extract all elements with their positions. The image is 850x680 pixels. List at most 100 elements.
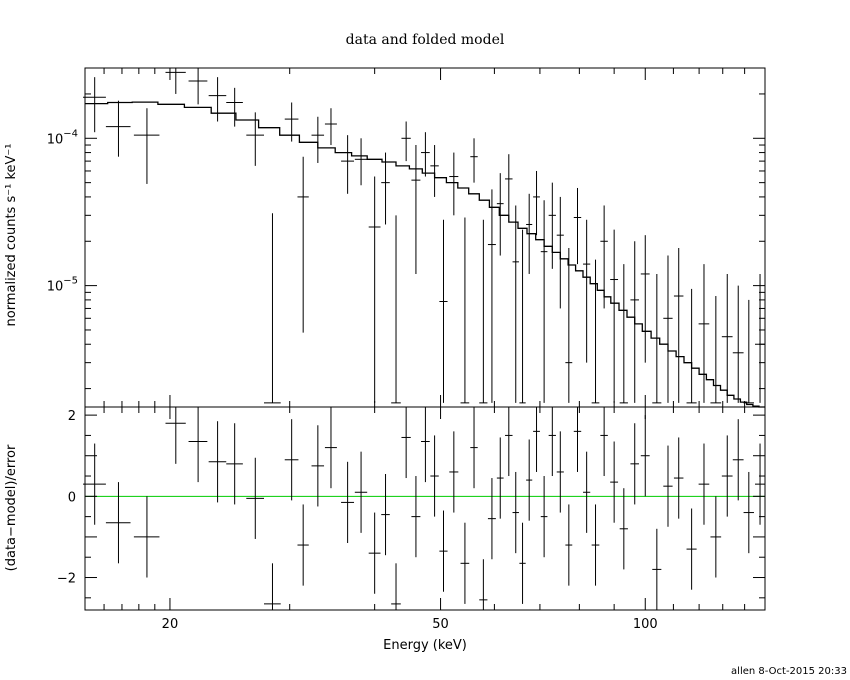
bottom-y-tick-label: 0 [68, 490, 76, 505]
residual-point [381, 473, 390, 556]
data-point [487, 189, 496, 403]
data-point [341, 135, 355, 194]
data-point [673, 248, 684, 403]
residual-point [600, 407, 608, 477]
residual-point [505, 407, 513, 477]
data-point [354, 138, 368, 186]
residual-point [583, 451, 591, 533]
residual-point [754, 443, 765, 525]
top-panel: 10−410 −5 [47, 68, 766, 408]
bottom-panel-frame [84, 406, 766, 611]
residual-point [686, 508, 697, 590]
residual-point [519, 522, 526, 604]
residual-point [640, 415, 650, 497]
data-point [297, 156, 309, 333]
data-point [519, 229, 526, 404]
tick-exponent: −5 [63, 276, 78, 287]
data-point [710, 296, 722, 404]
data-point [226, 87, 243, 127]
residual-point [610, 441, 619, 523]
residual-point [208, 421, 227, 503]
data-point [421, 132, 430, 177]
bottom-y-tick-label: 2 [68, 409, 76, 424]
data-point [165, 68, 186, 94]
residual-point [83, 443, 106, 525]
residual-point [284, 419, 299, 501]
timestamp-stamp: allen 8-Oct-2015 20:33 [731, 666, 847, 677]
residual-point [526, 439, 533, 521]
residual-point [449, 431, 459, 513]
data-point [743, 299, 754, 404]
x-tick-label: 50 [432, 617, 449, 632]
data-point [246, 112, 265, 166]
residual-point [487, 478, 496, 560]
data-point [505, 154, 513, 216]
top-panel-frame [84, 67, 766, 408]
residual-point [470, 407, 478, 489]
residual-point [565, 504, 573, 586]
data-point [583, 219, 591, 363]
data-point [533, 170, 540, 236]
residual-point [652, 528, 662, 610]
residual-point [732, 419, 744, 501]
data-point [663, 255, 673, 403]
data-point [619, 264, 628, 404]
data-point [430, 145, 439, 197]
residual-point [496, 437, 504, 519]
data-point [368, 176, 381, 403]
residual-point [630, 423, 639, 505]
tick-exponent: −4 [63, 128, 78, 139]
residual-point [226, 423, 243, 505]
data-point [565, 248, 573, 403]
residual-point [411, 476, 421, 558]
residual-point [368, 512, 381, 594]
chart-title: data and folded model [346, 32, 505, 48]
data-point [479, 219, 488, 404]
data-point [630, 241, 639, 403]
residual-point [698, 443, 710, 525]
data-point [105, 100, 131, 157]
top-y-tick-label: 10−4 [47, 128, 78, 147]
residual-point [105, 482, 131, 564]
residual-point [165, 407, 186, 464]
data-point [208, 77, 227, 122]
data-point [470, 138, 478, 183]
data-point [526, 193, 533, 274]
data-point [188, 68, 208, 105]
residual-point [673, 437, 684, 519]
residual-point [721, 435, 733, 517]
data-point [640, 235, 650, 363]
tick-base: 10 [47, 132, 64, 147]
data-point [449, 152, 459, 216]
data-point [284, 102, 299, 142]
residual-point [479, 559, 488, 610]
data-point [460, 217, 470, 404]
residual-point [246, 457, 265, 539]
data-point [391, 215, 401, 404]
residual-point [556, 431, 564, 513]
data-point [573, 187, 582, 265]
residual-point [460, 522, 470, 604]
data-point [324, 108, 337, 146]
residual-point [512, 471, 519, 554]
data-point [591, 259, 600, 404]
residual-point [548, 407, 556, 477]
data-point [411, 145, 421, 274]
residual-point [540, 476, 548, 558]
data-point [686, 288, 697, 404]
data-point [540, 200, 548, 403]
data-point [133, 108, 160, 184]
data-point [512, 205, 519, 403]
residual-point [663, 445, 673, 527]
residual-point [573, 407, 582, 472]
residual-point [533, 407, 540, 472]
residual-point [421, 407, 430, 483]
x-tick-label: 100 [633, 617, 658, 632]
data-point [83, 77, 106, 133]
data-point [600, 205, 608, 309]
data-point [311, 116, 325, 163]
data-point [556, 196, 564, 309]
residual-point [324, 407, 337, 489]
